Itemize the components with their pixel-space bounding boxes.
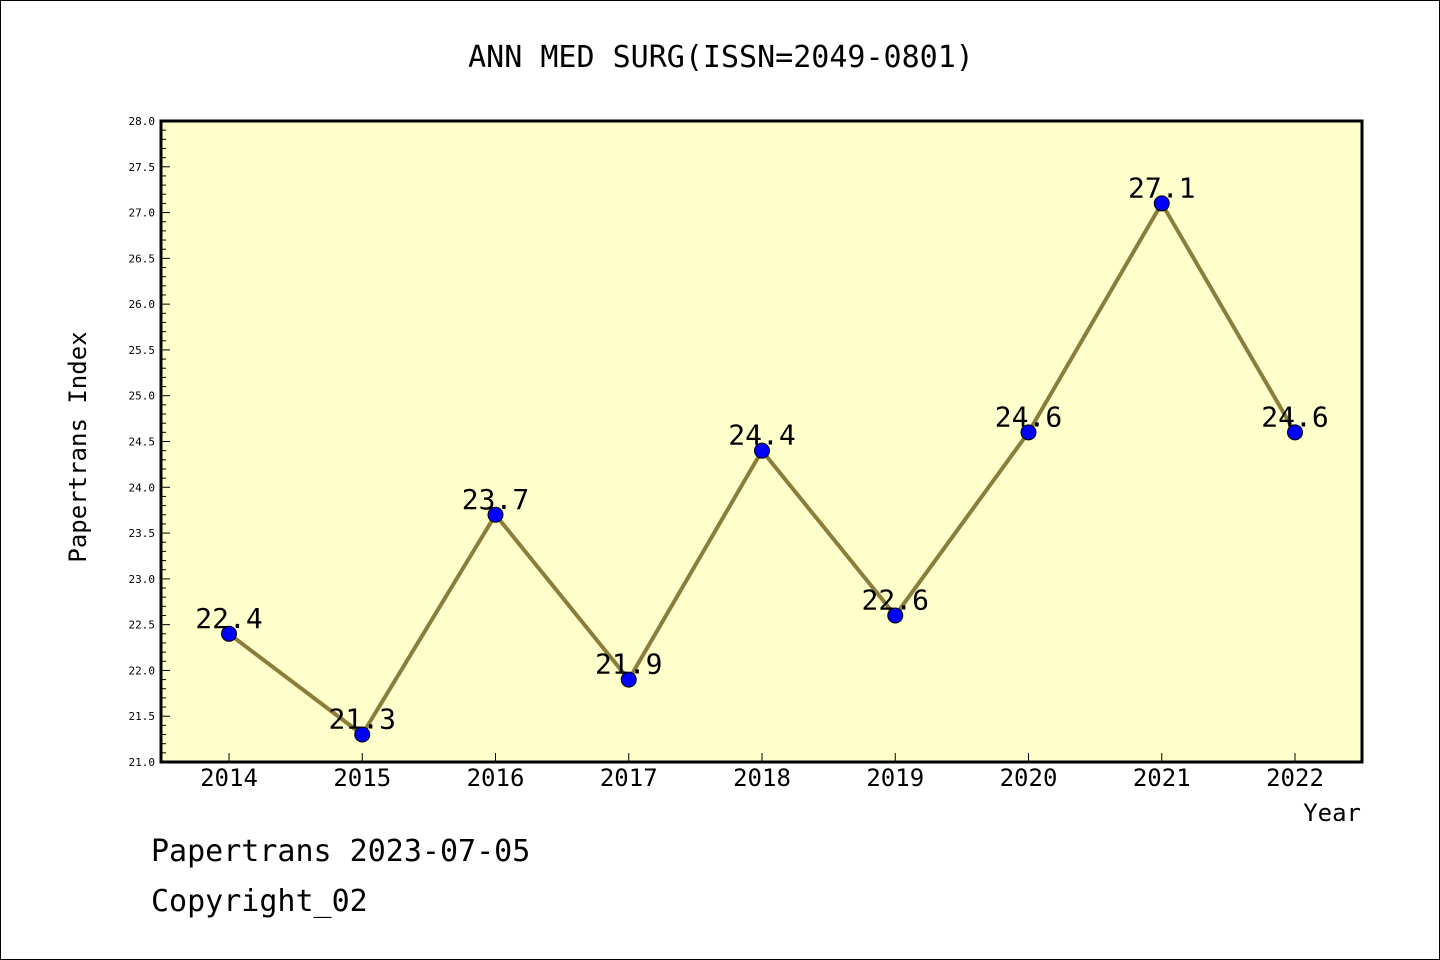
y-tick-label: 21.5 (129, 710, 156, 723)
data-label: 21.9 (595, 648, 662, 681)
data-point-marker (487, 506, 504, 523)
x-axis: 2014 2015 2016 2017 2018 2019 2020 2021 2022 (200, 753, 1324, 792)
data-label: 23.7 (462, 483, 529, 516)
data-point-marker (354, 726, 371, 743)
y-tick-label: 24.5 (129, 436, 156, 449)
data-point-marker (1020, 424, 1037, 441)
y-axis-label: Papertrans Index (64, 331, 92, 562)
y-tick-label: 26.5 (129, 252, 156, 265)
x-tick-label: 2014 (200, 764, 258, 792)
chart-title: ANN MED SURG(ISSN=2049-0801) (468, 40, 974, 75)
data-label: 21.3 (329, 703, 396, 736)
x-tick-label: 2022 (1266, 764, 1324, 792)
y-tick-label: 27.5 (129, 161, 156, 174)
y-tick-label: 24.0 (129, 481, 156, 494)
y-tick-label: 21.0 (129, 756, 156, 769)
data-point-marker (620, 671, 637, 688)
data-label: 24.4 (728, 419, 795, 452)
x-tick-label: 2021 (1133, 764, 1191, 792)
y-tick-label: 23.5 (129, 527, 156, 540)
footer-date-stamp: Papertrans 2023-07-05 (151, 834, 531, 869)
data-label: 22.4 (195, 602, 262, 635)
x-tick-label: 2020 (1000, 764, 1058, 792)
y-tick-label: 22.5 (129, 619, 156, 632)
y-tick-label: 23.0 (129, 573, 156, 586)
data-point-marker (887, 607, 904, 624)
data-point-marker (221, 625, 237, 642)
x-tick-label: 2017 (600, 764, 658, 792)
y-tick-label: 25.0 (129, 390, 156, 403)
y-tick-label: 25.5 (129, 344, 156, 357)
x-tick-label: 2015 (333, 764, 391, 792)
plot-area (159, 119, 1364, 764)
data-label: 24.6 (995, 400, 1062, 433)
y-tick-label: 26.0 (129, 298, 156, 311)
data-point-marker (1287, 424, 1303, 441)
data-point-marker (754, 442, 770, 459)
x-tick-label: 2019 (866, 764, 924, 792)
x-tick-label: 2018 (733, 764, 791, 792)
data-label: 27.1 (1128, 171, 1195, 204)
data-point-marker (1153, 195, 1170, 212)
y-tick-label: 27.0 (129, 207, 156, 220)
series-layer: 22.4 21.3 23.7 21.9 24.4 22.6 24.6 27.1 24.6 (195, 171, 1329, 743)
y-axis: 21.0 21.5 22.0 22.5 23.0 23.5 24.0 24.5 25.0 25.5… (129, 115, 170, 769)
y-tick-label: 28.0 (129, 115, 156, 128)
y-tick-label: 22.0 (129, 664, 156, 677)
data-label: 24.6 (1261, 400, 1328, 433)
x-axis-label: Year (1303, 799, 1361, 827)
footer-copyright: Copyright_02 (151, 884, 368, 919)
x-tick-label: 2016 (467, 764, 525, 792)
data-label: 22.6 (862, 583, 929, 616)
